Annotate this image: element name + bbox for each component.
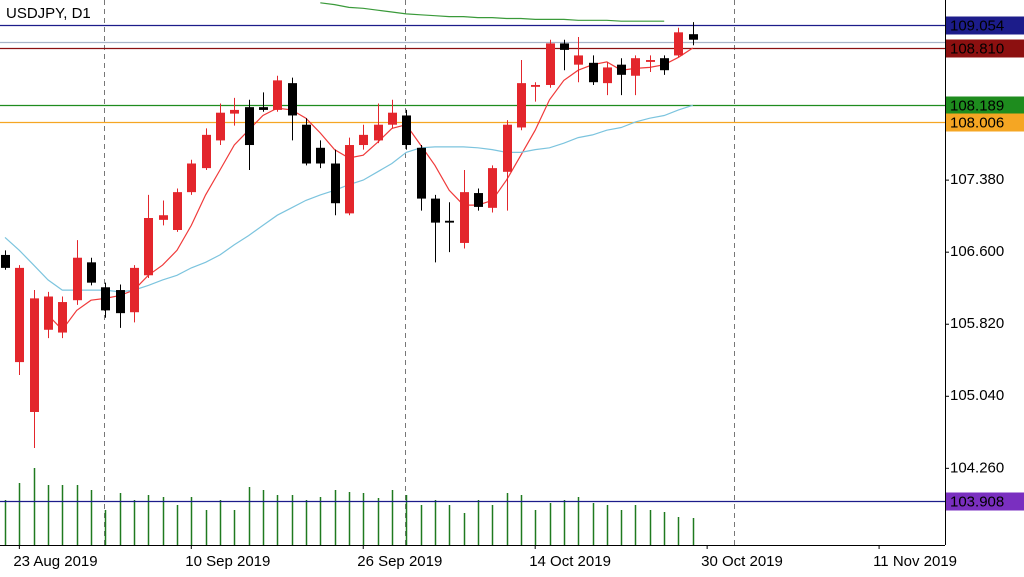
candle-body — [560, 43, 569, 50]
candle-body — [316, 147, 325, 164]
candle-body — [460, 192, 469, 243]
level-label-box — [946, 96, 1024, 115]
candle-body — [431, 198, 440, 223]
candle-body — [589, 62, 598, 83]
level-label: 103.908 — [950, 493, 1004, 510]
candle-body — [531, 84, 540, 87]
candle-body — [660, 58, 669, 71]
candle-body — [388, 112, 397, 125]
candle-body — [402, 115, 411, 146]
candle-body — [73, 257, 82, 301]
front-layer: 107.380 106.600 105.820 105.040 104.260 23 Au… — [13, 16, 1024, 570]
y-tick-label: 106.600 — [950, 243, 1004, 260]
x-tick-label: 30 Oct 2019 — [701, 553, 783, 570]
candle-body — [674, 32, 683, 56]
candle-body — [603, 67, 612, 84]
candle-body — [488, 168, 497, 208]
candle-body — [517, 83, 526, 128]
level-label-box — [946, 492, 1024, 511]
candle-body — [617, 64, 626, 75]
candle-body — [417, 147, 426, 199]
candle-body — [144, 218, 153, 276]
candle-body — [44, 296, 53, 330]
candle-body — [159, 215, 168, 220]
candle-body — [87, 262, 96, 283]
candle-body — [331, 163, 340, 204]
candle-body — [646, 60, 655, 62]
level-label: 109.054 — [950, 17, 1004, 34]
candle-body — [173, 192, 182, 231]
candle-body — [101, 287, 110, 311]
main-layer — [0, 2, 945, 503]
x-tick-label: 10 Sep 2019 — [185, 553, 270, 570]
candle-body — [574, 55, 583, 65]
moving-average — [47, 47, 694, 331]
x-tick-label: 26 Sep 2019 — [357, 553, 442, 570]
candle-body — [116, 290, 125, 314]
y-tick-label: 107.380 — [950, 171, 1004, 188]
y-tick-label: 105.820 — [950, 315, 1004, 332]
x-tick-label: 14 Oct 2019 — [529, 553, 611, 570]
x-tick-label: 11 Nov 2019 — [873, 553, 957, 570]
candle-body — [474, 193, 483, 207]
candle-body — [503, 124, 512, 172]
candle-body — [359, 134, 368, 146]
y-tick-label: 105.040 — [950, 387, 1004, 404]
level-label-box — [946, 39, 1024, 58]
candle-body — [58, 302, 67, 333]
candle-body — [302, 124, 311, 164]
chart-title: USDJPY, D1 — [6, 5, 91, 22]
candle-body — [15, 267, 24, 363]
candle-body — [245, 107, 254, 146]
candle-body — [259, 107, 268, 110]
candle-body — [631, 58, 640, 76]
candle-body — [230, 109, 239, 114]
candle-body — [288, 83, 297, 116]
level-label: 108.189 — [950, 97, 1004, 114]
candle-body — [345, 145, 354, 214]
candle-body — [1, 254, 10, 268]
candle-body — [374, 124, 383, 141]
level-label-box — [946, 16, 1024, 35]
candle-body — [445, 220, 454, 223]
candle-body — [187, 163, 196, 193]
candle-body — [689, 34, 698, 40]
x-tick-label: 23 Aug 2019 — [13, 553, 97, 570]
moving-average — [320, 2, 665, 22]
candle-body — [30, 298, 39, 412]
level-label: 108.810 — [950, 40, 1004, 57]
level-label: 108.006 — [950, 114, 1004, 131]
candle-body — [546, 43, 555, 85]
candle-body — [216, 112, 225, 141]
y-tick-label: 104.260 — [950, 459, 1004, 476]
candle-body — [273, 80, 282, 110]
level-label-box — [946, 113, 1024, 132]
candle-body — [202, 134, 211, 169]
candle-body — [130, 267, 139, 313]
